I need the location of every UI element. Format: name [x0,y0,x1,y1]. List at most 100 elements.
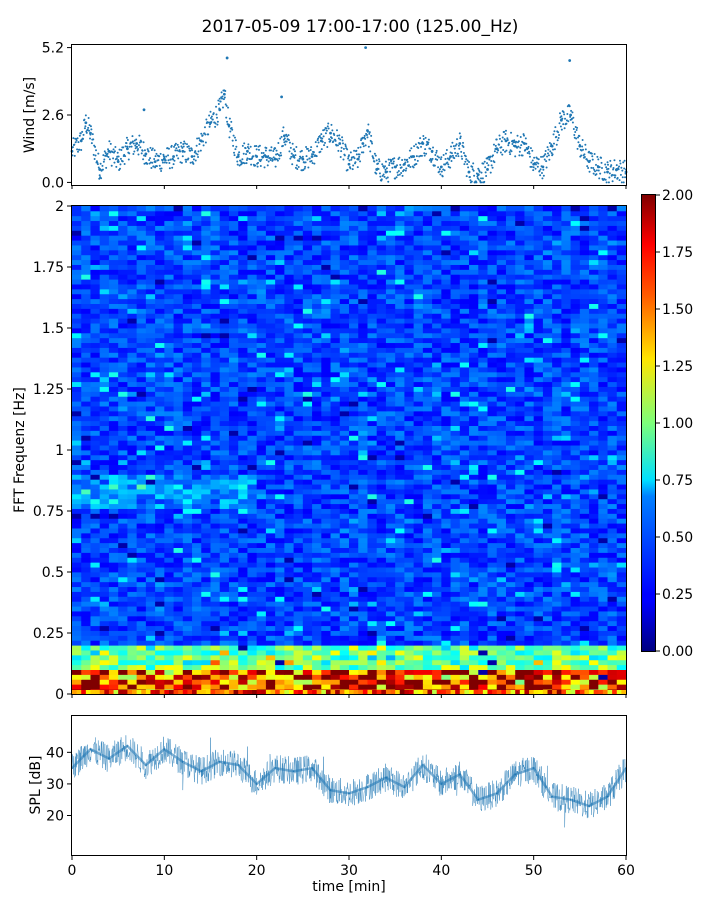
spectrogram-cell [108,484,119,490]
spectrogram-cell [598,498,609,505]
spectrogram-cell [201,596,212,602]
spectrogram-cell [81,630,92,636]
spectrogram-cell [441,493,452,500]
spectrogram-cell [145,474,156,480]
spectrogram-cell [99,430,110,436]
spectrogram-cell [496,469,507,475]
spectrogram-cell [487,484,498,490]
spectrogram-cell [210,606,221,612]
wind-point [301,155,304,158]
spectrogram-cell [90,406,101,412]
spectrogram-cell [192,537,202,544]
spectrogram-cell [145,664,156,670]
spectrogram-cell [349,567,359,573]
spectrogram-cell [376,474,387,480]
wind-point [256,165,259,168]
spectrogram-cell [450,445,461,451]
spectrogram-cell [459,498,470,505]
spectrogram-cell [404,679,415,685]
spectrogram-cell [90,611,101,617]
spectrogram-cell [127,674,138,680]
spectrogram-cell [136,484,147,490]
wind-point [571,121,574,124]
spectrogram-cell [607,474,618,480]
spectrogram-cell [219,459,230,466]
wind-point [208,114,211,117]
spectrogram-cell [108,547,119,553]
wind-point [404,161,407,164]
wind-point [484,166,487,169]
wind-point [445,149,448,152]
spectrogram-cell [561,396,572,402]
spectrogram-cell [533,523,544,529]
spectrogram-cell [182,420,193,426]
spectrogram-cell [367,552,378,558]
spectrogram-cell [182,498,193,505]
spectrogram-cell [349,596,359,602]
spectrogram-cell [118,547,128,553]
wind-point [572,128,575,131]
spectrogram-cell [238,562,249,568]
spectrogram-cell [413,454,424,461]
spectrogram-cell [607,484,618,490]
spectrogram-cell [247,503,258,509]
wind-point [460,150,463,153]
wind-point [98,177,101,180]
spectrogram-cell [238,630,249,636]
spectrogram-cell [155,410,165,417]
spectrogram-cell [376,684,387,690]
spectrogram-cell [589,469,599,475]
spectrogram-cell [99,650,110,656]
spectrogram-cell [302,513,313,519]
spectrogram-cell [192,635,202,641]
spectrogram-cell [118,557,128,563]
spectrogram-cell [358,664,369,670]
spectrogram-cell [589,645,599,651]
spectrogram-cell [302,464,313,470]
wind-point [232,134,235,137]
wind-point [189,149,192,152]
wind-point [141,149,144,152]
wind-point [152,165,155,168]
spectrogram-cell [385,528,396,534]
wind-point [564,117,567,120]
spectrogram-cell [265,601,276,607]
spectrogram-cell [99,547,110,553]
spectrogram-cell [90,440,101,446]
spectrogram-cell [293,586,304,592]
spectrogram-cell [321,620,332,627]
spectrogram-cell [450,430,461,436]
spectrogram-cell [561,493,572,500]
spectrogram-cell [395,576,405,583]
spectrogram-cell [145,498,156,505]
wind-point [597,158,600,161]
spectrogram-cell [108,572,119,578]
spectrogram-cell [256,469,267,475]
wind-point [475,181,478,184]
spectrogram-cell [579,450,590,456]
spectrogram-cell [524,410,535,417]
wind-point [275,149,278,152]
spectrogram-cell [321,630,332,636]
spectrogram-cell [164,391,175,397]
spectrogram-cell [616,440,627,446]
wind-point [395,165,398,168]
spectrogram-cell [284,513,295,519]
spectrogram-cell [616,425,627,431]
spectrogram-cell [210,445,221,451]
spectrogram-cell [496,523,507,529]
wind-point [89,131,92,135]
spectrogram-cell [265,420,276,426]
spectrogram-cell [173,498,184,505]
spectrogram-cell [385,479,396,485]
spectrogram-cell [579,567,590,573]
wind-point [167,154,170,157]
spectrogram-cell [284,664,295,670]
spectrogram-cell [321,611,332,617]
spectrogram-cell [524,674,535,680]
spectrogram-cell [238,493,249,500]
spectrogram-cell [395,430,405,436]
spectrogram-cell [367,659,378,666]
wind-point [173,145,176,148]
spectrogram-cell [127,450,138,456]
